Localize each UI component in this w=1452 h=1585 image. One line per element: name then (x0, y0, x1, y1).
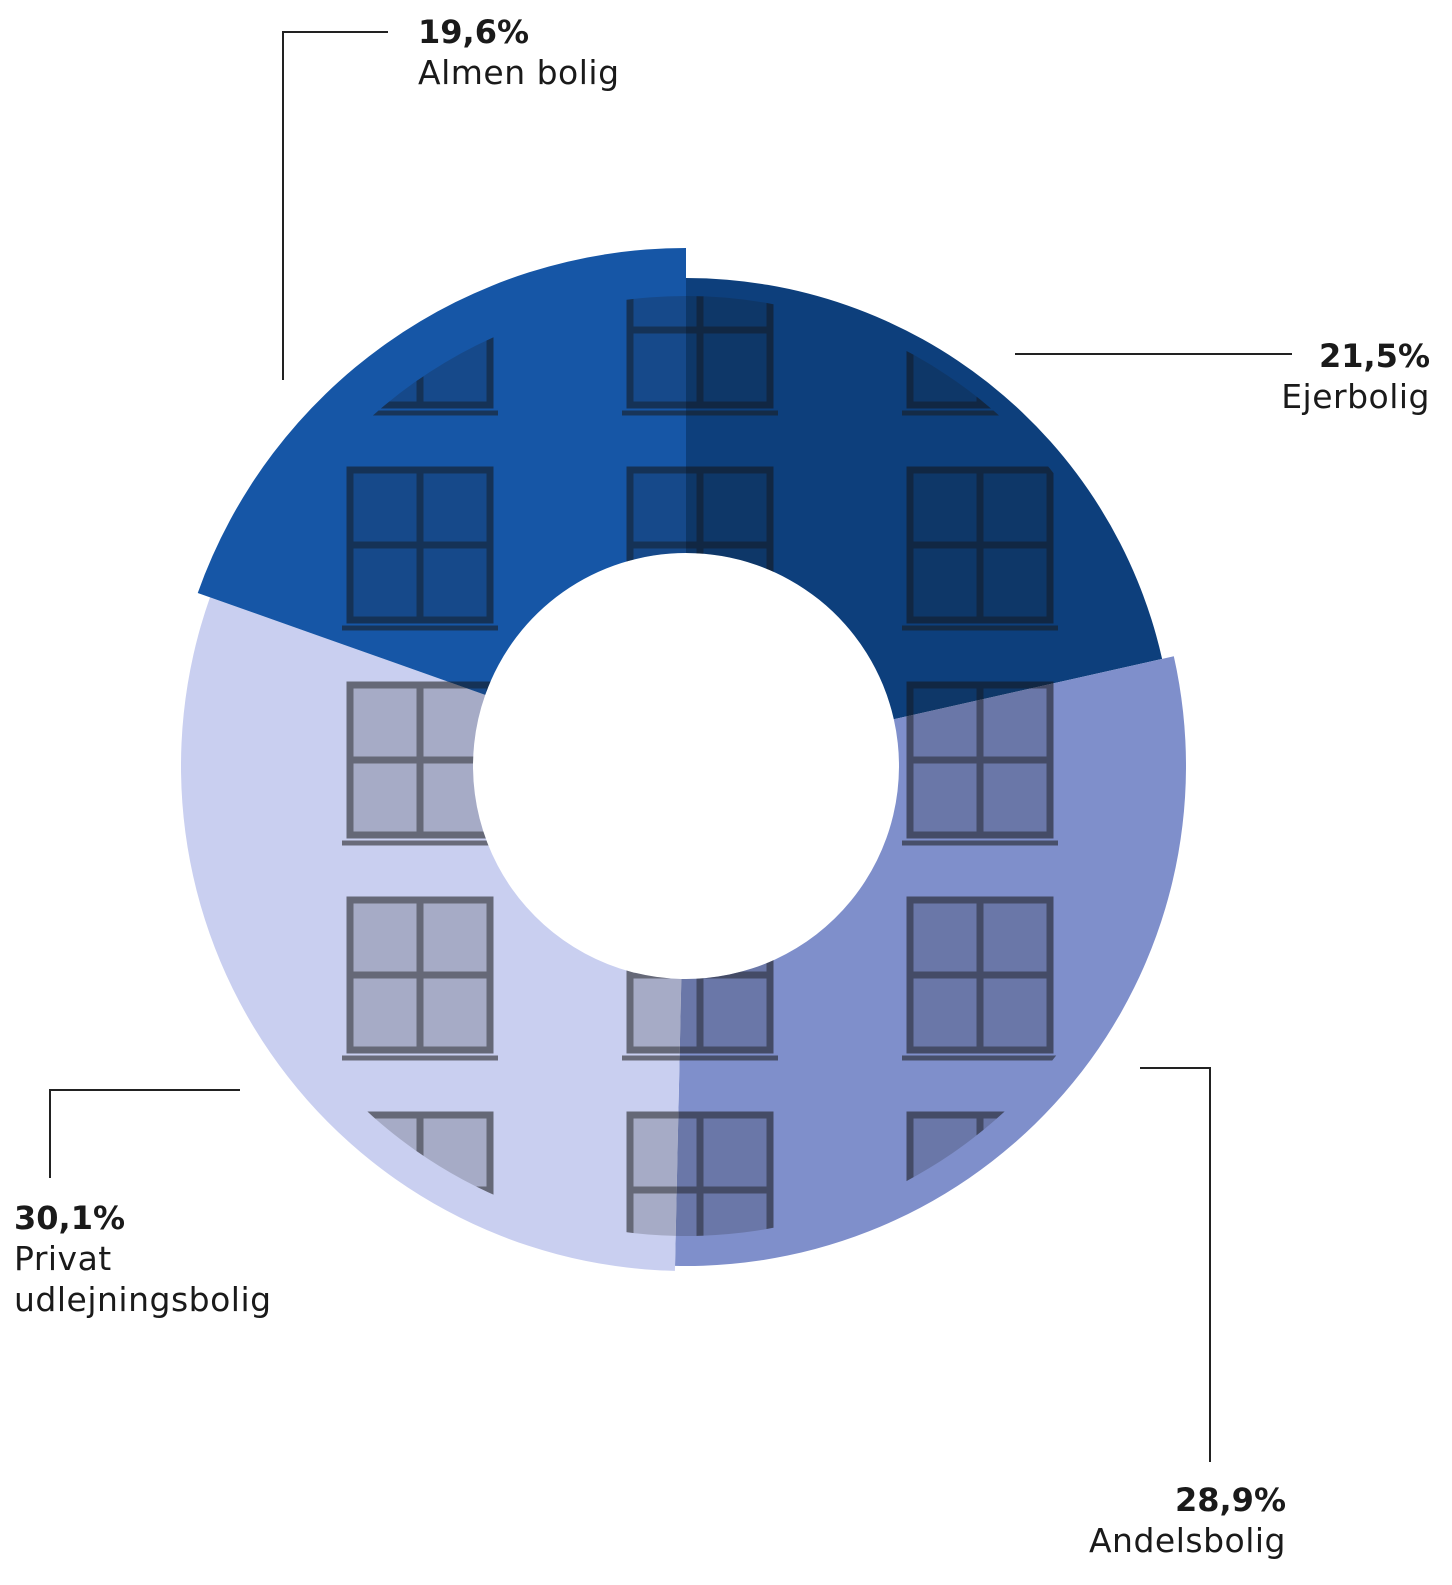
slice-texture-privat-udlejningsbolig (215, 609, 682, 1236)
leader-privat (49, 1089, 240, 1178)
leader-lines (49, 31, 1292, 1462)
pct-privat-udlejningsbolig: 30,1% (14, 1199, 126, 1237)
name-ejerbolig: Ejerbolig (1281, 377, 1430, 416)
label-andelsbolig: 28,9% Andelsbolig (1089, 1480, 1286, 1561)
leader-almen (282, 31, 388, 380)
slice-texture-ejerbolig (686, 296, 1145, 720)
pct-almen-bolig: 19,6% (418, 13, 530, 51)
name-almen-bolig: Almen bolig (418, 53, 620, 92)
name-privat-udlejningsbolig: Privat udlejningsbolig (14, 1239, 272, 1320)
label-privat-udlejningsbolig: 30,1% Privat udlejningsbolig (14, 1198, 334, 1321)
name-andelsbolig: Andelsbolig (1088, 1521, 1286, 1560)
pct-ejerbolig: 21,5% (1318, 337, 1430, 375)
pct-andelsbolig: 28,9% (1174, 1481, 1286, 1519)
slice-texture-andelsbolig (675, 662, 1156, 1236)
label-almen-bolig: 19,6% Almen bolig (418, 12, 620, 93)
leader-andel (1140, 1067, 1211, 1462)
slice-texture-almen-bolig (242, 296, 686, 695)
facade-overlay (215, 296, 1156, 1236)
label-ejerbolig: 21,5% Ejerbolig (1281, 336, 1430, 417)
